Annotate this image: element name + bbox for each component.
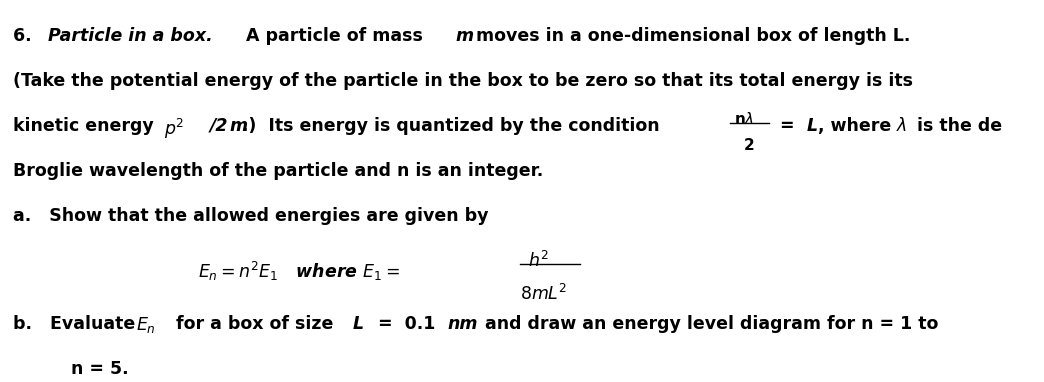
- Text: nm: nm: [448, 315, 478, 333]
- Text: $h^2$: $h^2$: [528, 251, 549, 272]
- Text: is the de: is the de: [911, 117, 1002, 135]
- Text: b.   Evaluate: b. Evaluate: [13, 315, 141, 333]
- Text: $p^2$: $p^2$: [165, 117, 185, 141]
- Text: $\lambda$: $\lambda$: [896, 117, 907, 135]
- Text: =: =: [774, 117, 800, 135]
- Text: L: L: [353, 315, 364, 333]
- Text: (Take the potential energy of the particle in the box to be zero so that its tot: (Take the potential energy of the partic…: [13, 72, 912, 90]
- Text: $E_n$: $E_n$: [136, 315, 156, 335]
- Text: Broglie wavelength of the particle and n is an integer.: Broglie wavelength of the particle and n…: [13, 162, 543, 180]
- Text: =  0.1: = 0.1: [366, 315, 442, 333]
- Text: L: L: [807, 117, 818, 135]
- Text: n = 5.: n = 5.: [71, 360, 128, 378]
- Text: 6.: 6.: [13, 27, 38, 45]
- Text: , where: , where: [818, 117, 898, 135]
- Text: /2: /2: [209, 117, 228, 135]
- Text: $E_n = n^2E_1$   where $E_1 =$: $E_n = n^2E_1$ where $E_1 =$: [198, 260, 400, 283]
- Text: $8mL^2$: $8mL^2$: [520, 283, 567, 304]
- Text: m: m: [229, 117, 247, 135]
- Text: n$\lambda$: n$\lambda$: [734, 111, 754, 127]
- Text: 2: 2: [743, 138, 754, 153]
- Text: and draw an energy level diagram for n = 1 to: and draw an energy level diagram for n =…: [479, 315, 939, 333]
- Text: m: m: [455, 27, 473, 45]
- Text: a.   Show that the allowed energies are given by: a. Show that the allowed energies are gi…: [13, 207, 488, 225]
- Text: moves in a one-dimensional box of length L.: moves in a one-dimensional box of length…: [470, 27, 910, 45]
- Text: for a box of size: for a box of size: [170, 315, 339, 333]
- Text: .)  Its energy is quantized by the condition: .) Its energy is quantized by the condit…: [241, 117, 665, 135]
- Text: kinetic energy: kinetic energy: [13, 117, 160, 135]
- Text: A particle of mass: A particle of mass: [234, 27, 429, 45]
- Text: Particle in a box.: Particle in a box.: [48, 27, 213, 45]
